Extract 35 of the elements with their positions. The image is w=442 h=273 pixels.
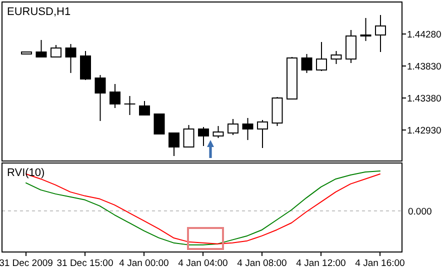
candlestick (124, 96, 136, 116)
x-tick-label: 4 Jan 16:00 (355, 258, 405, 269)
x-tick-label: 4 Jan 04:00 (178, 258, 228, 269)
y-tick-label: 1.43830 (407, 62, 442, 72)
candlestick (198, 126, 209, 146)
x-tick-label: 4 Jan 08:00 (237, 258, 287, 269)
chart-title: RVI(10) (7, 167, 45, 179)
candlestick (212, 126, 224, 139)
candlestick (360, 18, 372, 42)
candlestick (110, 83, 120, 109)
y-tick-label: 1.43380 (407, 93, 442, 104)
candlestick (316, 41, 327, 72)
candlestick (139, 100, 150, 116)
candlestick (330, 50, 342, 65)
candlestick (183, 124, 194, 148)
y-tick-label: 1.42930 (407, 125, 442, 136)
x-tick-label: 4 Jan 12:00 (296, 258, 346, 269)
x-tick-label: 4 Jan 00:00 (119, 258, 169, 269)
candlestick (228, 118, 238, 136)
candlestick (301, 53, 312, 74)
candlestick (65, 44, 76, 74)
ref-line-label: 0.000 (408, 206, 432, 218)
candlestick (346, 30, 356, 64)
candlestick (257, 119, 268, 148)
candlestick (94, 74, 106, 122)
candlestick (242, 117, 254, 141)
x-tick-label: 31 Dec 15:00 (56, 258, 114, 269)
chart-title: EURUSD,H1 (7, 6, 71, 18)
candlestick (168, 132, 180, 157)
candlestick (80, 50, 91, 81)
candlestick (154, 113, 165, 134)
candlestick (36, 39, 47, 58)
y-tick-label: 1.44280 (407, 30, 442, 40)
candlestick (50, 44, 62, 58)
candlestick (375, 14, 386, 52)
